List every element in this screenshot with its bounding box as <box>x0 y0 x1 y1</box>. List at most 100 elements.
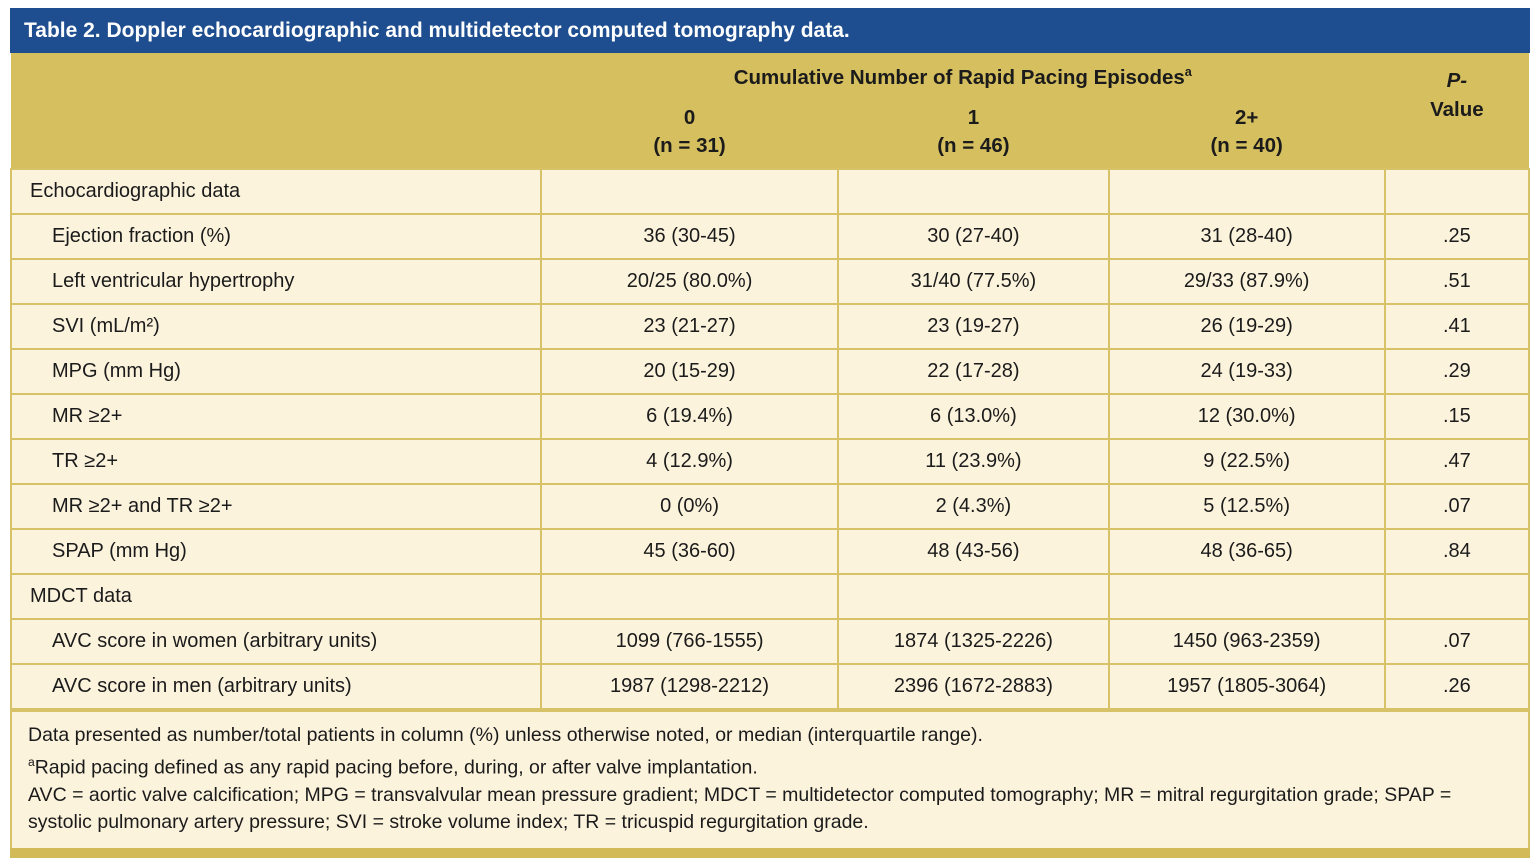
cell: 23 (21-27) <box>539 303 840 350</box>
table-row: AVC score in women (arbitrary units) 109… <box>10 618 1531 665</box>
footnote-superscript-a: a <box>28 755 35 769</box>
footnote-rapid-pacing: aRapid pacing defined as any rapid pacin… <box>28 749 1512 782</box>
group-header-superscript: a <box>1184 64 1192 80</box>
table-row: SVI (mL/m²) 23 (21-27) 23 (19-27) 26 (19… <box>10 303 1531 350</box>
table-row: MR ≥2+ 6 (19.4%) 6 (13.0%) 12 (30.0%) .1… <box>10 393 1531 440</box>
cell <box>539 573 840 620</box>
column-header-0-episodes: 0 (n = 31) <box>540 101 839 169</box>
cell: 11 (23.9%) <box>837 438 1110 485</box>
column-header-1-episode: 1 (n = 46) <box>838 101 1109 169</box>
cell: 23 (19-27) <box>837 303 1110 350</box>
row-label: SPAP (mm Hg) <box>10 528 542 575</box>
column-1-n: (n = 46) <box>937 133 1010 157</box>
row-label: Ejection fraction (%) <box>10 213 542 260</box>
section-label: Echocardiographic data <box>10 168 542 215</box>
row-label: MPG (mm Hg) <box>10 348 542 395</box>
cell: 36 (30-45) <box>539 213 840 260</box>
table-header: Cumulative Number of Rapid Pacing Episod… <box>11 53 1529 169</box>
data-table: Cumulative Number of Rapid Pacing Episod… <box>10 53 1531 710</box>
table-row: MPG (mm Hg) 20 (15-29) 22 (17-28) 24 (19… <box>10 348 1531 395</box>
footnote-abbreviations: AVC = aortic valve calcification; MPG = … <box>28 783 1452 833</box>
row-label: Left ventricular hypertrophy <box>10 258 542 305</box>
column-2-value: 2+ <box>1234 105 1259 129</box>
table-row: SPAP (mm Hg) 45 (36-60) 48 (43-56) 48 (3… <box>10 528 1531 575</box>
cell: 1987 (1298-2212) <box>539 663 840 710</box>
column-0-value: 0 <box>683 105 696 129</box>
cell: 48 (36-65) <box>1107 528 1386 575</box>
cell: 31/40 (77.5%) <box>837 258 1110 305</box>
column-1-value: 1 <box>967 105 980 129</box>
table-row-section-mdct: MDCT data <box>10 573 1531 620</box>
cell <box>1107 168 1386 215</box>
row-label: TR ≥2+ <box>10 438 542 485</box>
cell: 9 (22.5%) <box>1107 438 1386 485</box>
cell: 2396 (1672-2883) <box>837 663 1110 710</box>
cell-p: .51 <box>1383 258 1531 305</box>
cell: 1957 (1805-3064) <box>1107 663 1386 710</box>
cell: 48 (43-56) <box>837 528 1110 575</box>
cell: 29/33 (87.9%) <box>1107 258 1386 305</box>
cell: 1099 (766-1555) <box>539 618 840 665</box>
cell: 22 (17-28) <box>837 348 1110 395</box>
cell-p: .26 <box>1383 663 1531 710</box>
column-2-n: (n = 40) <box>1210 133 1283 157</box>
p-label-rest: Value <box>1430 98 1484 121</box>
cell-p <box>1383 573 1531 620</box>
cell-p <box>1383 168 1531 215</box>
row-label: MR ≥2+ <box>10 393 542 440</box>
table-row: AVC score in men (arbitrary units) 1987 … <box>10 663 1531 710</box>
cell-p: .47 <box>1383 438 1531 485</box>
cell-p: .29 <box>1383 348 1531 395</box>
cell: 1874 (1325-2226) <box>837 618 1110 665</box>
cell-p: .41 <box>1383 303 1531 350</box>
cell: 26 (19-29) <box>1107 303 1386 350</box>
cell: 24 (19-33) <box>1107 348 1386 395</box>
table-row-section-echo: Echocardiographic data <box>10 168 1531 215</box>
footnote-data-presentation: Data presented as number/total patients … <box>28 724 983 746</box>
cell-p: .07 <box>1383 483 1531 530</box>
table-row: MR ≥2+ and TR ≥2+ 0 (0%) 2 (4.3%) 5 (12.… <box>10 483 1531 530</box>
footnote-rapid-pacing-text: Rapid pacing defined as any rapid pacing… <box>34 756 758 779</box>
row-label: AVC score in women (arbitrary units) <box>10 618 542 665</box>
cell <box>539 168 840 215</box>
cell <box>837 168 1110 215</box>
cell-p: .15 <box>1383 393 1531 440</box>
cell: 1450 (963-2359) <box>1107 618 1386 665</box>
table-row: Ejection fraction (%) 36 (30-45) 30 (27-… <box>10 213 1531 260</box>
column-group-header: Cumulative Number of Rapid Pacing Episod… <box>540 53 1385 101</box>
cell-p: .25 <box>1383 213 1531 260</box>
table-2-container: Table 2. Doppler echocardiographic and m… <box>10 8 1531 858</box>
cell: 2 (4.3%) <box>837 483 1110 530</box>
group-header-label: Cumulative Number of Rapid Pacing Episod… <box>733 65 1185 89</box>
header-subcolumn-row: 0 (n = 31) 1 (n = 46) 2+ (n = 40) <box>11 101 1529 169</box>
table-title: Table 2. Doppler echocardiographic and m… <box>10 8 1530 53</box>
row-label: MR ≥2+ and TR ≥2+ <box>10 483 542 530</box>
cell <box>837 573 1110 620</box>
table-footnotes: Data presented as number/total patients … <box>10 710 1530 848</box>
cell: 6 (19.4%) <box>539 393 840 440</box>
cell-p: .84 <box>1383 528 1531 575</box>
cell: 6 (13.0%) <box>837 393 1110 440</box>
cell: 0 (0%) <box>539 483 840 530</box>
cell <box>1107 573 1386 620</box>
section-label: MDCT data <box>10 573 542 620</box>
p-label-italic: P- <box>1446 69 1468 92</box>
p-value-column-header: P- Value <box>1384 53 1529 169</box>
row-label: SVI (mL/m²) <box>10 303 542 350</box>
cell-p: .07 <box>1383 618 1531 665</box>
header-group-row: Cumulative Number of Rapid Pacing Episod… <box>11 53 1529 169</box>
row-label: AVC score in men (arbitrary units) <box>10 663 542 710</box>
header-empty-cell <box>11 53 541 169</box>
table-row: TR ≥2+ 4 (12.9%) 11 (23.9%) 9 (22.5%) .4… <box>10 438 1531 485</box>
cell: 45 (36-60) <box>539 528 840 575</box>
cell: 30 (27-40) <box>837 213 1110 260</box>
column-header-2plus-episodes: 2+ (n = 40) <box>1108 101 1385 169</box>
cell: 31 (28-40) <box>1107 213 1386 260</box>
cell: 4 (12.9%) <box>539 438 840 485</box>
column-0-n: (n = 31) <box>653 133 726 157</box>
table-row: Left ventricular hypertrophy 20/25 (80.0… <box>10 258 1531 305</box>
cell: 5 (12.5%) <box>1107 483 1386 530</box>
table-body: Echocardiographic data Ejection fraction… <box>10 168 1531 710</box>
cell: 20/25 (80.0%) <box>539 258 840 305</box>
cell: 12 (30.0%) <box>1107 393 1386 440</box>
